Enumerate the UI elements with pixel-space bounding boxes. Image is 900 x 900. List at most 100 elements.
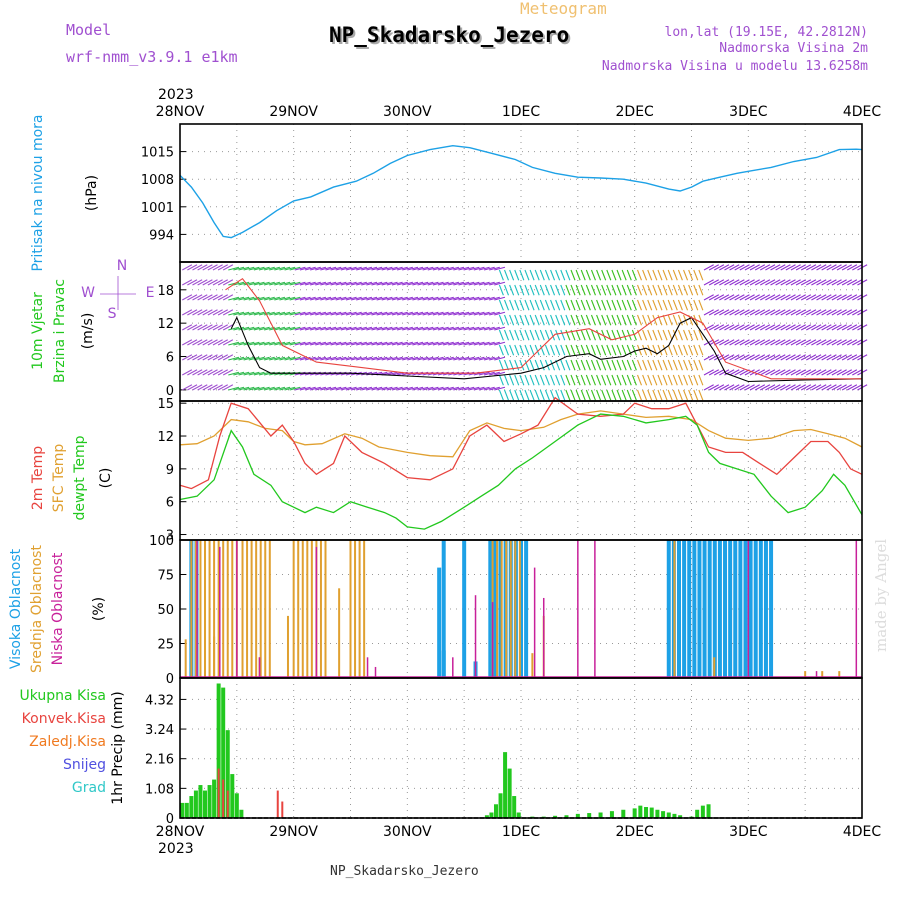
wind-barb xyxy=(785,294,796,301)
wind-barb xyxy=(207,324,218,331)
wind-barb xyxy=(371,281,383,286)
wind-barb xyxy=(504,299,510,311)
total-precip-bar xyxy=(672,813,677,818)
wind-barb xyxy=(443,311,454,316)
wind-barb xyxy=(458,281,470,286)
wind-barb xyxy=(345,386,357,391)
low-cloud-bar xyxy=(533,567,536,678)
y-tick-label: 75 xyxy=(157,569,174,584)
wind-barb xyxy=(371,326,383,331)
wind-barb xyxy=(187,339,198,346)
wind-barb xyxy=(279,326,291,331)
wind-barb xyxy=(739,264,750,271)
wind-barb xyxy=(795,369,806,376)
wind-barb xyxy=(335,386,347,391)
wind-barb xyxy=(539,329,545,341)
wind-barb xyxy=(258,386,270,391)
wind-barb xyxy=(263,341,275,346)
wind-barb xyxy=(647,299,653,311)
wind-barb xyxy=(529,389,535,401)
wind-barb xyxy=(335,281,347,286)
wind-barb xyxy=(294,266,306,271)
model-name: wrf-nmm_v3.9.1 e1km xyxy=(66,48,238,66)
wind-barb xyxy=(811,279,822,286)
low-cloud-bar xyxy=(374,666,377,678)
wind-barb xyxy=(489,371,500,376)
wind-barb xyxy=(683,329,689,341)
wind-barb xyxy=(754,264,766,271)
wind-barb xyxy=(494,386,506,391)
wind-barb xyxy=(744,309,755,316)
wind-barb xyxy=(197,384,208,391)
wind-barb xyxy=(703,264,714,271)
wind-barb xyxy=(489,266,500,271)
x-tick-bottom: 2DEC xyxy=(616,824,655,840)
convective-precip-bar xyxy=(281,801,284,818)
wind-barb xyxy=(498,374,504,386)
wind-barb xyxy=(489,341,500,346)
wind-barb xyxy=(744,339,755,346)
wind-barb xyxy=(544,269,550,281)
wind-barb xyxy=(222,294,234,301)
x-tick-bottom: 29NOV xyxy=(269,824,318,840)
wind-barb xyxy=(806,279,817,286)
wind-barb xyxy=(734,384,745,391)
wind-barb xyxy=(289,386,301,391)
wind-barb xyxy=(274,341,286,346)
wind-barb xyxy=(672,329,678,341)
wind-barb xyxy=(836,324,847,331)
wind-barb xyxy=(407,386,419,391)
wind-barb xyxy=(463,296,475,301)
wind-barb xyxy=(417,266,429,271)
wind-barb xyxy=(601,389,607,401)
precip-legend-item: Grad xyxy=(72,780,106,796)
total-precip-bar xyxy=(512,796,517,818)
wind-barb xyxy=(544,359,550,371)
wind-barb xyxy=(821,384,832,391)
wind-barb xyxy=(780,369,791,376)
wind-barb xyxy=(350,386,362,391)
wind-barb xyxy=(325,296,337,301)
wind-barb xyxy=(304,296,316,301)
wind-barb xyxy=(453,281,465,286)
wind-barb xyxy=(550,299,556,311)
mid-cloud-bar xyxy=(292,540,295,678)
wind-barb xyxy=(662,269,668,281)
total-precip-bar xyxy=(216,683,221,818)
wind-barb xyxy=(253,371,265,376)
wind-barb xyxy=(575,344,581,356)
wind-barb xyxy=(417,356,429,361)
wind-barb xyxy=(427,386,439,391)
wind-barb xyxy=(698,284,704,296)
mid-cloud-bar xyxy=(217,540,220,678)
wind-barb xyxy=(596,344,602,356)
wind-barb xyxy=(412,266,424,271)
wind-barb xyxy=(534,374,540,386)
wind-barb xyxy=(437,386,449,391)
wind-barb xyxy=(790,384,801,391)
total-precip-bar xyxy=(230,774,235,818)
wind-barb xyxy=(243,341,255,346)
wind-barb xyxy=(811,384,822,391)
wind-barb xyxy=(289,311,301,316)
wind-barb xyxy=(187,279,198,286)
wind-barb xyxy=(611,374,617,386)
wind-barb xyxy=(330,266,342,271)
wind-barb xyxy=(821,309,832,316)
wind-barb xyxy=(519,329,525,341)
wind-barb xyxy=(202,309,213,316)
wind-barb xyxy=(494,296,506,301)
wind-barb xyxy=(575,299,581,311)
wind-barb xyxy=(806,354,817,361)
wind-barb xyxy=(775,294,786,301)
wind-barb xyxy=(263,356,275,361)
wind-barb xyxy=(821,369,832,376)
wind-barb xyxy=(816,339,827,346)
wind-barb xyxy=(187,264,198,271)
wind-barb xyxy=(463,311,475,316)
wind-barb xyxy=(744,324,755,331)
high-cloud-bar xyxy=(748,540,753,678)
wind-barb xyxy=(345,296,357,301)
wind-barb xyxy=(800,369,812,376)
total-precip-bar xyxy=(661,811,666,818)
